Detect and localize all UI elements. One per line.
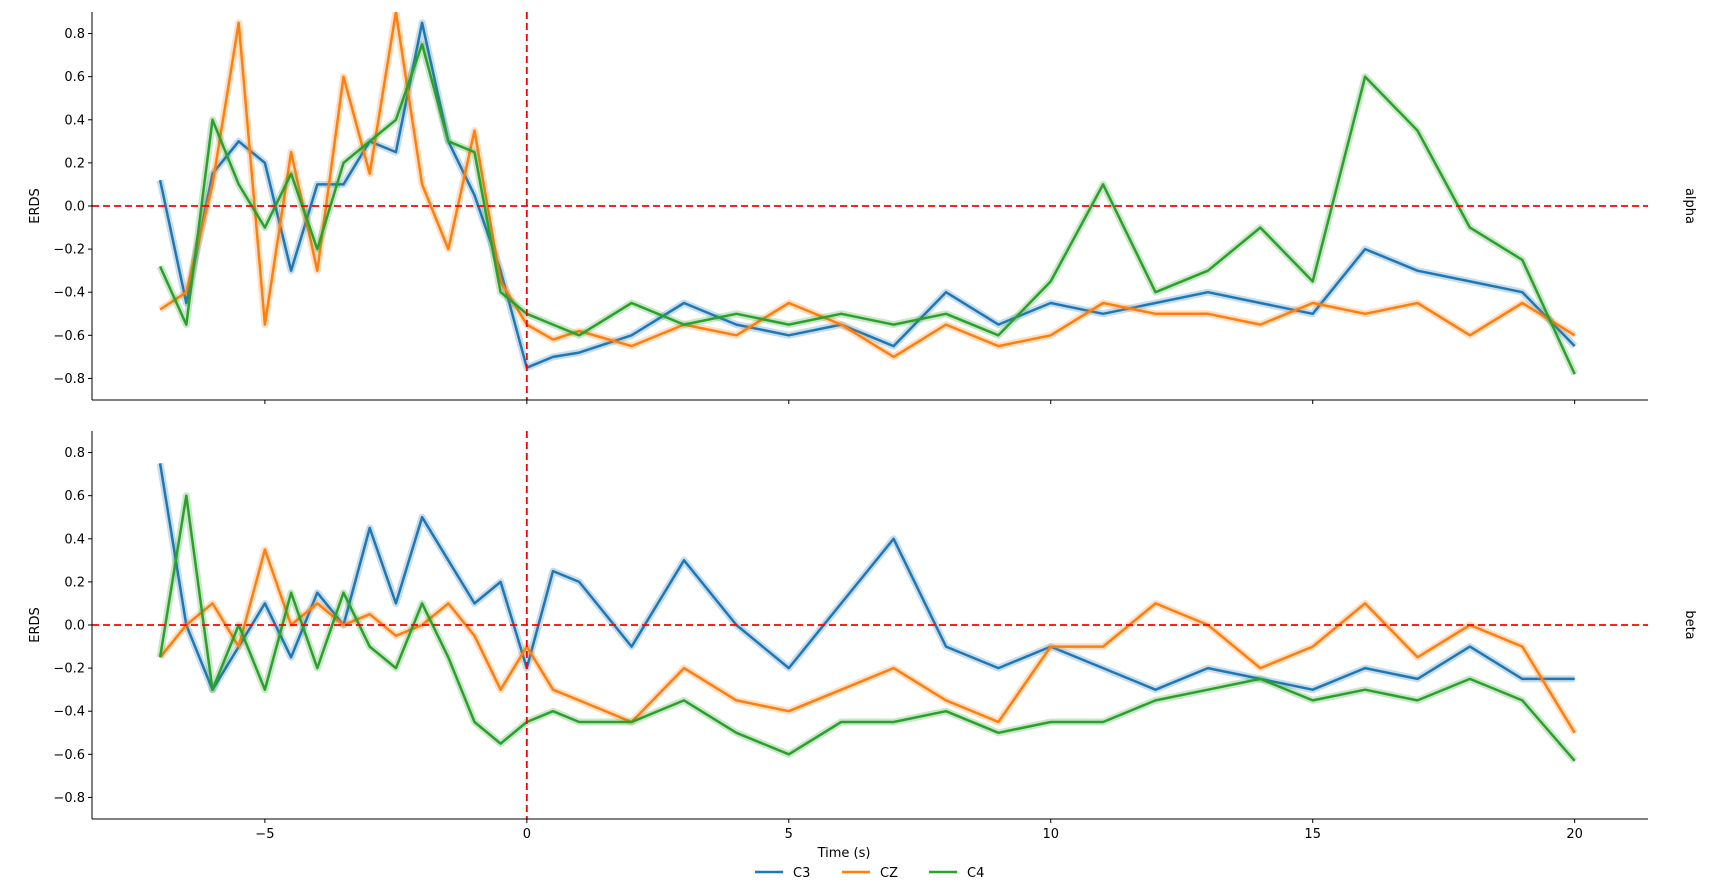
y-tick-label: 0.2 (64, 156, 85, 171)
y-tick-label: 0.4 (64, 532, 85, 547)
y-tick-label: −0.4 (53, 705, 85, 720)
y-tick-label: −0.8 (53, 791, 85, 806)
series-line-beta-CZ (159, 548, 1576, 734)
x-tick-label: 20 (1566, 827, 1583, 842)
legend-label: C4 (967, 866, 984, 880)
facet-label-alpha: alpha (1682, 188, 1697, 224)
x-tick-label: 10 (1042, 827, 1059, 842)
series-line-beta-C3 (158, 463, 1575, 691)
y-tick-label: 0.8 (64, 446, 85, 461)
y-tick-label: −0.2 (53, 243, 85, 258)
y-tick-label: −0.6 (53, 748, 85, 763)
panel-beta: −0.8 −0.6 −0.4 −0.2 0.0 0.2 0.4 0.6 0.8 −5 0 5 10 15 2… (28, 431, 1697, 842)
x-tick-label: 0 (523, 827, 531, 842)
y-tick-label: −0.6 (53, 329, 85, 344)
series-line-beta-C4 (158, 494, 1576, 762)
x-tick-label: −5 (255, 827, 274, 842)
y-tick-label: 0.0 (64, 200, 85, 215)
legend-label: CZ (880, 866, 898, 880)
band-alpha-CZ (158, 12, 1577, 361)
band-beta-CZ (157, 546, 1578, 735)
y-tick-label: 0.4 (64, 113, 85, 128)
series-line-alpha-C3 (158, 21, 1576, 369)
y-tick-label: −0.4 (53, 286, 85, 301)
facet-label-beta: beta (1682, 610, 1697, 639)
x-tick-label: 5 (785, 827, 793, 842)
y-tick-label: 0.6 (64, 70, 85, 85)
x-axis-label: Time (s) (817, 846, 871, 861)
legend-item-C4: C4 (929, 866, 984, 880)
band-beta-C3 (156, 462, 1575, 694)
series-line-alpha-C4 (158, 43, 1576, 375)
y-tick-label: 0.8 (64, 27, 85, 42)
legend-item-CZ: CZ (842, 866, 898, 880)
band-alpha-C4 (156, 40, 1578, 376)
panel-alpha: −0.8 −0.6 −0.4 −0.2 0.0 0.2 0.4 0.6 0.8 ERDS alpha (28, 12, 1697, 404)
y-tick-label: 0.2 (64, 575, 85, 590)
legend: C3 CZ C4 (755, 866, 984, 880)
y-tick-label: 0.0 (64, 619, 85, 634)
legend-item-C3: C3 (755, 866, 810, 880)
y-axis-label: ERDS (28, 607, 43, 643)
y-tick-label: −0.2 (53, 662, 85, 677)
x-tick-label: 15 (1304, 827, 1321, 842)
series-line-alpha-CZ (159, 12, 1576, 359)
y-tick-label: −0.8 (53, 372, 85, 387)
legend-label: C3 (793, 866, 810, 880)
y-tick-label: 0.6 (64, 489, 85, 504)
y-axis-label: ERDS (28, 188, 43, 224)
